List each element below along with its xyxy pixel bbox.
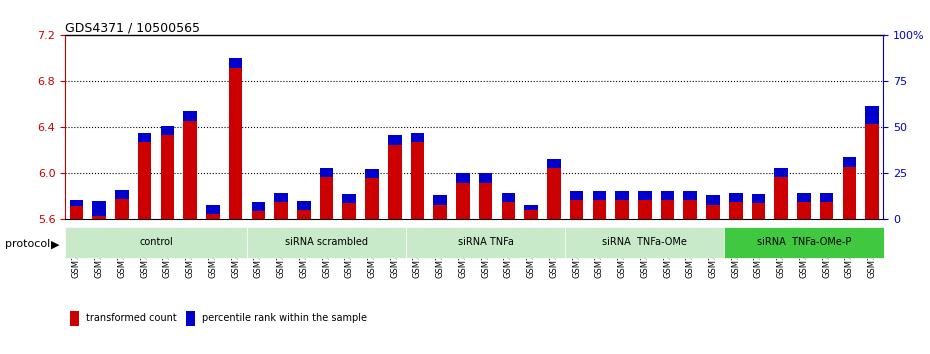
Bar bbox=[706, 195, 720, 205]
Bar bbox=[274, 202, 288, 219]
Bar bbox=[660, 191, 674, 200]
Bar bbox=[565, 227, 724, 258]
Bar bbox=[775, 177, 788, 219]
Text: percentile rank within the sample: percentile rank within the sample bbox=[203, 313, 367, 324]
Bar bbox=[570, 200, 583, 219]
Text: protocol: protocol bbox=[5, 239, 50, 249]
Bar bbox=[843, 167, 857, 219]
Bar bbox=[183, 120, 197, 219]
Bar bbox=[297, 201, 311, 210]
Bar bbox=[70, 311, 79, 326]
Bar bbox=[342, 203, 356, 219]
Text: siRNA  TNFa-OMe: siRNA TNFa-OMe bbox=[603, 238, 687, 247]
Bar bbox=[638, 191, 652, 200]
Bar bbox=[65, 227, 247, 258]
Bar bbox=[729, 193, 742, 202]
Bar bbox=[406, 227, 565, 258]
Bar bbox=[161, 136, 174, 219]
Bar bbox=[161, 126, 174, 136]
Bar bbox=[115, 199, 128, 219]
Text: siRNA TNFa: siRNA TNFa bbox=[458, 238, 513, 247]
Bar bbox=[365, 178, 379, 219]
Bar bbox=[456, 173, 470, 183]
Bar bbox=[570, 191, 583, 200]
Bar bbox=[297, 210, 311, 219]
Bar bbox=[206, 214, 219, 219]
Bar bbox=[411, 133, 424, 142]
Bar bbox=[251, 211, 265, 219]
Bar bbox=[865, 105, 879, 124]
Bar bbox=[479, 173, 493, 183]
Bar bbox=[433, 195, 447, 205]
Bar bbox=[456, 183, 470, 219]
Bar bbox=[820, 202, 833, 219]
Bar bbox=[70, 206, 84, 219]
Bar bbox=[706, 205, 720, 219]
Text: GDS4371 / 10500565: GDS4371 / 10500565 bbox=[65, 21, 200, 34]
Text: transformed count: transformed count bbox=[86, 313, 177, 324]
Bar bbox=[320, 177, 333, 219]
Bar bbox=[229, 68, 243, 219]
Bar bbox=[547, 168, 561, 219]
Bar bbox=[183, 111, 197, 120]
Bar bbox=[138, 133, 152, 142]
Bar bbox=[775, 168, 788, 177]
Text: control: control bbox=[140, 238, 173, 247]
Bar bbox=[433, 205, 447, 219]
Bar bbox=[684, 191, 698, 200]
Bar bbox=[592, 191, 606, 200]
Bar bbox=[724, 227, 884, 258]
Bar bbox=[751, 194, 765, 203]
Bar bbox=[684, 200, 698, 219]
Bar bbox=[70, 200, 84, 206]
Bar bbox=[501, 193, 515, 202]
Bar bbox=[729, 202, 742, 219]
Bar bbox=[92, 201, 106, 216]
Bar bbox=[547, 159, 561, 168]
Bar bbox=[92, 216, 106, 219]
Bar bbox=[206, 205, 219, 214]
Bar bbox=[138, 142, 152, 219]
Text: ▶: ▶ bbox=[51, 239, 60, 249]
Bar bbox=[115, 189, 128, 199]
Bar bbox=[616, 191, 629, 200]
Bar bbox=[388, 136, 402, 145]
Bar bbox=[525, 205, 538, 210]
Bar bbox=[525, 210, 538, 219]
Bar bbox=[320, 168, 333, 177]
Text: siRNA scrambled: siRNA scrambled bbox=[285, 238, 368, 247]
Bar bbox=[751, 203, 765, 219]
Bar bbox=[638, 200, 652, 219]
Bar bbox=[797, 193, 811, 202]
Bar bbox=[843, 157, 857, 167]
Bar bbox=[388, 145, 402, 219]
Bar bbox=[186, 311, 195, 326]
Bar bbox=[616, 200, 629, 219]
Bar bbox=[797, 202, 811, 219]
Bar bbox=[479, 183, 493, 219]
Bar bbox=[251, 202, 265, 211]
Bar bbox=[274, 193, 288, 202]
Text: siRNA  TNFa-OMe-P: siRNA TNFa-OMe-P bbox=[757, 238, 851, 247]
Bar bbox=[342, 194, 356, 203]
Bar bbox=[247, 227, 406, 258]
Bar bbox=[865, 124, 879, 219]
Bar bbox=[365, 169, 379, 178]
Bar bbox=[229, 58, 243, 68]
Bar bbox=[501, 202, 515, 219]
Bar bbox=[411, 142, 424, 219]
Bar bbox=[660, 200, 674, 219]
Bar bbox=[820, 193, 833, 202]
Bar bbox=[592, 200, 606, 219]
